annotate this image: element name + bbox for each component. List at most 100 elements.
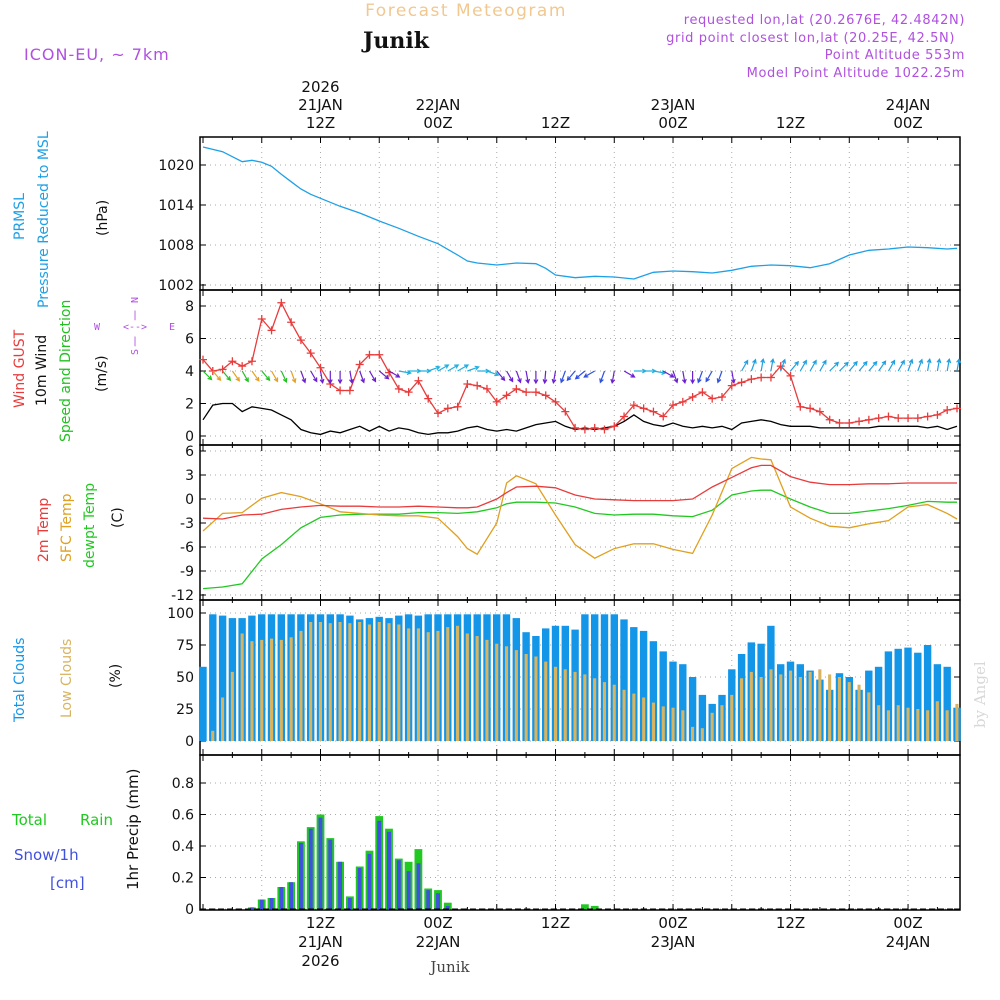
low-cloud-bar	[906, 707, 910, 741]
hpa-label: (hPa)	[95, 200, 111, 236]
panel-pressure: 1002 1008 1014 1020	[158, 136, 961, 294]
low-cloud-bar	[700, 728, 704, 741]
y-tick-label: 1002	[158, 278, 194, 294]
precip-labels: Total Rain Snow/1h [cm] 1hr Precip (mm)	[11, 769, 142, 892]
rain-label: Rain	[80, 811, 113, 829]
wind-direction-arrow	[310, 370, 318, 383]
top-hour-label: 12Z	[306, 114, 335, 132]
wind-direction-arrow	[730, 370, 736, 385]
gust-marker	[463, 380, 472, 388]
model-label: ICON-EU, ~ 7km	[24, 45, 170, 64]
y-tick-label: 100	[167, 606, 194, 622]
y-tick-label: 0	[185, 734, 194, 750]
snow-bar	[269, 898, 274, 909]
low-cloud-bar	[495, 643, 499, 741]
temp2m-label: 2m Temp	[36, 498, 52, 562]
wind-direction-arrow	[705, 370, 713, 383]
snow-bar	[426, 890, 431, 909]
low-cloud-bar	[446, 627, 450, 741]
total-cloud-bar	[688, 677, 697, 741]
wind-direction-arrow	[566, 370, 576, 382]
low-cloud-bar	[534, 656, 538, 741]
prmsl-label: PRMSL	[12, 193, 28, 240]
y-tick-label: -12	[171, 588, 194, 604]
low-cloud-bar	[279, 639, 283, 741]
wind-direction-arrow	[525, 370, 531, 385]
gust-marker	[394, 384, 403, 393]
y-tick-label: 1020	[158, 158, 194, 174]
compass-w: W	[94, 322, 101, 333]
gust-marker	[336, 386, 345, 395]
low-cloud-bar	[358, 622, 362, 741]
low-cloud-bar	[436, 630, 440, 741]
wind-direction-arrow	[437, 364, 450, 372]
wind-direction-arrow	[760, 357, 766, 372]
low-clouds-label: Low Clouds	[59, 639, 75, 718]
gust-marker	[874, 414, 883, 423]
wind-direction-arrow	[398, 370, 412, 375]
bottom-date-label: 21JAN	[298, 933, 343, 951]
total-cloud-bar	[649, 641, 658, 741]
wind-direction-arrow	[290, 370, 297, 384]
low-cloud-bar	[260, 639, 264, 741]
bottom-hour-label: 00Z	[658, 914, 687, 932]
requested-coords: requested lon,lat (20.2676E, 42.4842N)	[684, 13, 965, 28]
low-cloud-bar	[740, 678, 744, 741]
low-cloud-bar	[573, 671, 577, 741]
snow-bar	[347, 898, 352, 909]
gust-marker	[365, 350, 374, 359]
y-tick-label: 0.8	[172, 776, 194, 792]
low-cloud-bar	[505, 646, 509, 741]
wind-direction-arrow	[368, 370, 377, 383]
low-cloud-bar	[730, 694, 734, 741]
precip-axis-label: 1hr Precip (mm)	[124, 769, 142, 890]
low-cloud-bar	[955, 703, 959, 741]
total-cloud-bar	[669, 661, 677, 741]
low-cloud-bar	[759, 677, 763, 741]
pressure-labels: PRMSL Pressure Reduced to MSL (hPa)	[12, 131, 111, 308]
pct-label: (%)	[108, 664, 124, 688]
wind-direction-arrow	[917, 358, 924, 372]
gust-marker	[639, 404, 648, 413]
total-cloud-bar	[209, 614, 217, 741]
low-cloud-bar	[896, 705, 900, 741]
low-cloud-bar	[749, 671, 753, 741]
low-cloud-bar	[299, 630, 303, 741]
cm-label: [cm]	[50, 874, 85, 892]
cloud-labels: Total Clouds Low Clouds (%)	[12, 638, 124, 723]
low-cloud-bar	[602, 682, 606, 741]
gust-marker	[424, 394, 433, 403]
bottom-hour-label: 12Z	[776, 914, 805, 932]
snow-bar	[289, 882, 294, 909]
low-cloud-bar	[416, 628, 420, 741]
compass: N | W <--> E | S	[94, 297, 175, 355]
gust-marker	[688, 393, 697, 401]
snow-bar	[338, 861, 342, 910]
wind-direction-arrow	[790, 360, 799, 372]
gust-marker	[296, 336, 305, 345]
y-tick-label: 0.6	[172, 808, 194, 824]
gust-marker	[414, 376, 423, 385]
snow-bar	[436, 893, 440, 910]
wind-direction-arrow	[770, 357, 775, 372]
low-cloud-bar	[465, 633, 469, 741]
wind-direction-arrow	[819, 359, 827, 372]
snow-bar	[387, 831, 391, 909]
top-hour-label: 00Z	[658, 114, 687, 132]
gust-marker	[904, 414, 913, 423]
gust-marker	[698, 388, 707, 397]
gust-marker	[267, 326, 276, 335]
gust-label: Wind GUST	[12, 329, 28, 408]
gust-marker	[678, 397, 687, 406]
snow-label: Snow/1h	[14, 846, 79, 864]
panel-frame	[199, 289, 961, 446]
wind-direction-arrow	[878, 360, 887, 372]
wind-direction-arrow	[829, 361, 840, 372]
total-cloud-bar	[199, 666, 207, 741]
low-cloud-bar	[769, 669, 773, 741]
gust-marker	[943, 406, 952, 414]
gust-marker	[727, 381, 736, 390]
